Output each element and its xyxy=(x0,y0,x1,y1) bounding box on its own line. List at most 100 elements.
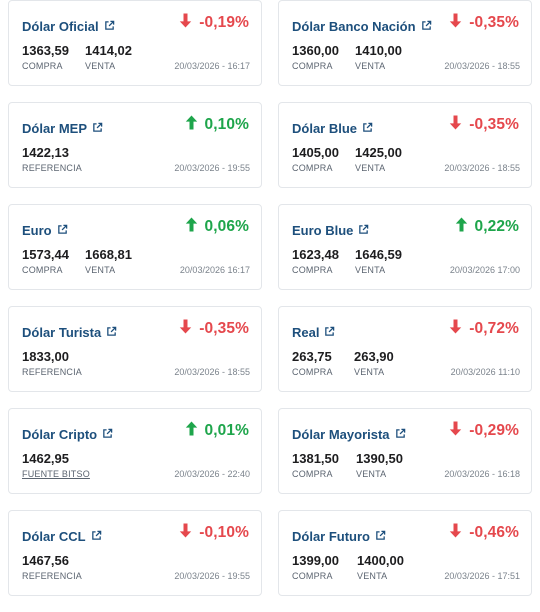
secondary-label: VENTA xyxy=(85,61,116,71)
quote-title-link[interactable]: Dólar CCL xyxy=(22,529,102,544)
quote-title: Dólar Banco Nación xyxy=(292,19,416,34)
external-link-icon xyxy=(99,19,115,34)
arrow-down-icon xyxy=(449,13,469,33)
arrow-down-icon xyxy=(449,421,469,441)
primary-label: COMPRA xyxy=(292,367,333,377)
arrow-down-icon xyxy=(179,13,199,33)
arrow-up-icon xyxy=(185,115,205,135)
change-indicator: -0,10% xyxy=(179,523,249,543)
timestamp: 20/03/2026 - 22:40 xyxy=(174,469,250,479)
primary-label: COMPRA xyxy=(292,469,333,479)
timestamp: 20/03/2026 - 16:18 xyxy=(444,469,520,479)
quote-title-link[interactable]: Dólar Mayorista xyxy=(292,427,406,442)
primary-value: 1462,95 xyxy=(22,451,69,466)
change-percent: 0,06% xyxy=(204,218,249,235)
arrow-down-icon xyxy=(449,523,469,543)
secondary-value: 263,90 xyxy=(354,349,394,364)
quote-card: Real -0,72% 263,75 COMPRA 263,90 VENTA 20/03/2… xyxy=(278,306,532,392)
external-link-icon xyxy=(353,223,369,238)
quote-card: Euro Blue 0,22% 1623,48 COMPRA 1646,59 VENTA 2… xyxy=(278,204,532,290)
timestamp: 20/03/2026 - 18:55 xyxy=(174,367,250,377)
change-indicator: -0,46% xyxy=(449,523,519,543)
quote-title: Dólar Futuro xyxy=(292,529,370,544)
change-indicator: 0,06% xyxy=(185,217,249,237)
secondary-label: VENTA xyxy=(355,265,386,275)
change-percent: -0,35% xyxy=(199,320,249,337)
quote-title-link[interactable]: Dólar Futuro xyxy=(292,529,386,544)
external-link-icon xyxy=(87,121,103,136)
quote-title-link[interactable]: Dólar Cripto xyxy=(22,427,113,442)
quote-title: Euro Blue xyxy=(292,223,354,238)
primary-value: 1573,44 xyxy=(22,247,69,262)
change-indicator: -0,19% xyxy=(179,13,249,33)
quote-title-link[interactable]: Real xyxy=(292,325,335,340)
primary-label: COMPRA xyxy=(22,61,63,71)
change-indicator: 0,01% xyxy=(185,421,249,441)
change-percent: -0,10% xyxy=(199,524,249,541)
quote-card: Dólar Cripto 0,01% 1462,95 FUENTE BITSO 20/0… xyxy=(8,408,262,494)
primary-value: 1399,00 xyxy=(292,553,339,568)
quote-title-link[interactable]: Euro Blue xyxy=(292,223,369,238)
primary-value: 1623,48 xyxy=(292,247,339,262)
arrow-up-icon xyxy=(455,217,475,237)
quote-card: Dólar Mayorista -0,29% 1381,50 COMPRA 1390,5… xyxy=(278,408,532,494)
primary-value: 1467,56 xyxy=(22,553,69,568)
quote-card: Euro 0,06% 1573,44 COMPRA 1668,81 VENTA 20/03/… xyxy=(8,204,262,290)
primary-label: COMPRA xyxy=(22,265,63,275)
change-percent: -0,46% xyxy=(469,524,519,541)
arrow-down-icon xyxy=(449,319,469,339)
primary-label: COMPRA xyxy=(292,265,333,275)
quote-title-link[interactable]: Dólar Blue xyxy=(292,121,373,136)
quote-title: Dólar CCL xyxy=(22,529,86,544)
quote-title-link[interactable]: Euro xyxy=(22,223,68,238)
change-indicator: -0,35% xyxy=(449,115,519,135)
primary-label[interactable]: FUENTE BITSO xyxy=(22,469,90,479)
quote-card: Dólar Oficial -0,19% 1363,59 COMPRA 1414,02 V… xyxy=(8,0,262,86)
change-percent: 0,10% xyxy=(204,116,249,133)
quote-title: Real xyxy=(292,325,320,340)
secondary-label: VENTA xyxy=(354,367,385,377)
secondary-value: 1400,00 xyxy=(357,553,404,568)
primary-value: 1381,50 xyxy=(292,451,339,466)
primary-label: REFERENCIA xyxy=(22,367,83,377)
secondary-value: 1425,00 xyxy=(355,145,402,160)
quote-card: Dólar Banco Nación -0,35% 1360,00 COMPRA 141… xyxy=(278,0,532,86)
primary-value: 1405,00 xyxy=(292,145,339,160)
arrow-up-icon xyxy=(185,217,205,237)
change-indicator: -0,35% xyxy=(449,13,519,33)
primary-label: COMPRA xyxy=(292,571,333,581)
change-indicator: 0,10% xyxy=(185,115,249,135)
secondary-value: 1646,59 xyxy=(355,247,402,262)
change-percent: 0,01% xyxy=(204,422,249,439)
timestamp: 20/03/2026 - 18:55 xyxy=(444,163,520,173)
external-link-icon xyxy=(101,325,117,340)
timestamp: 20/03/2026 11:10 xyxy=(450,367,520,377)
secondary-value: 1668,81 xyxy=(85,247,132,262)
change-indicator: -0,29% xyxy=(449,421,519,441)
primary-label: REFERENCIA xyxy=(22,163,83,173)
primary-value: 1422,13 xyxy=(22,145,69,160)
timestamp: 20/03/2026 - 19:55 xyxy=(174,571,250,581)
external-link-icon xyxy=(390,427,406,442)
primary-label: COMPRA xyxy=(292,61,333,71)
quote-title: Dólar MEP xyxy=(22,121,88,136)
timestamp: 20/03/2026 - 17:51 xyxy=(444,571,520,581)
quote-title-link[interactable]: Dólar Oficial xyxy=(22,19,115,34)
quote-title: Dólar Turista xyxy=(22,325,102,340)
primary-value: 263,75 xyxy=(292,349,332,364)
quote-title-link[interactable]: Dólar Banco Nación xyxy=(292,19,432,34)
quote-title-link[interactable]: Dólar Turista xyxy=(22,325,117,340)
external-link-icon xyxy=(319,325,335,340)
quote-card: Dólar MEP 0,10% 1422,13 REFERENCIA 20/03/202… xyxy=(8,102,262,188)
quote-card: Dólar Futuro -0,46% 1399,00 COMPRA 1400,00 VE… xyxy=(278,510,532,596)
change-percent: 0,22% xyxy=(474,218,519,235)
primary-label: REFERENCIA xyxy=(22,571,83,581)
quote-title-link[interactable]: Dólar MEP xyxy=(22,121,103,136)
quote-card: Dólar CCL -0,10% 1467,56 REFERENCIA 20/03/20… xyxy=(8,510,262,596)
change-indicator: 0,22% xyxy=(455,217,519,237)
change-indicator: -0,35% xyxy=(179,319,249,339)
change-percent: -0,72% xyxy=(469,320,519,337)
timestamp: 20/03/2026 - 19:55 xyxy=(174,163,250,173)
quotes-grid: Dólar Oficial -0,19% 1363,59 COMPRA 1414,02 V… xyxy=(8,0,532,596)
arrow-up-icon xyxy=(185,421,205,441)
